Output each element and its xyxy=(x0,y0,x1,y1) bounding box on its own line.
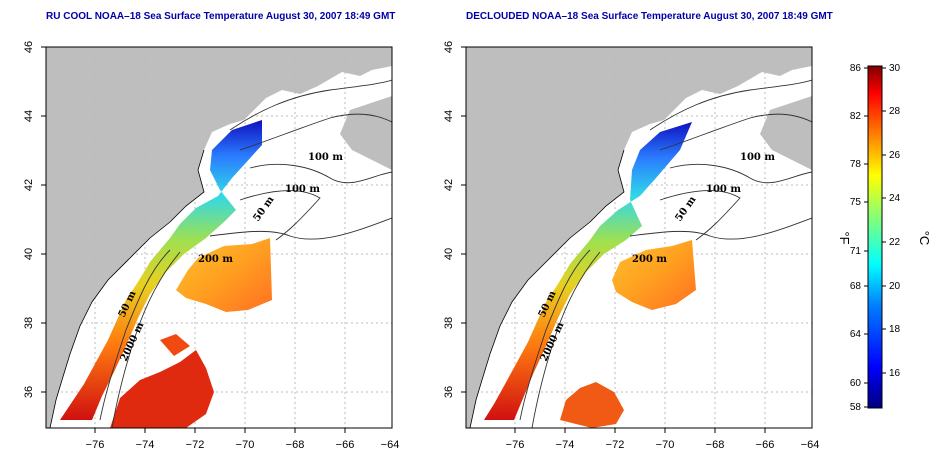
colorbar-f-tick: 60 xyxy=(850,378,862,389)
map-panel-raw: 100 m 100 m 50 m 200 m 50 m 2000 m −76 −… xyxy=(23,41,393,451)
colorbar: 86 82 78 75 71 68 64 60 58 30 28 26 24 2… xyxy=(837,63,932,413)
colorbar-c-tick: 28 xyxy=(889,106,901,117)
panel-title-declouded: DECLOUDED NOAA–18 Sea Surface Temperatur… xyxy=(466,11,833,22)
y-tick-label: 40 xyxy=(443,248,455,260)
colorbar-c-tick: 20 xyxy=(889,281,901,292)
colorbar-c-tick: 16 xyxy=(889,368,901,379)
colorbar-f-tick: 78 xyxy=(850,159,862,170)
contour-label: 100 m xyxy=(706,184,741,195)
colorbar-f-tick: 68 xyxy=(850,281,862,292)
colorbar-c-tick: 24 xyxy=(889,193,901,204)
colorbar-c-tick: 30 xyxy=(889,63,901,74)
map-frame xyxy=(465,46,813,429)
colorbar-fahrenheit-label: °F xyxy=(837,231,852,244)
colorbar-f-tick: 58 xyxy=(850,402,862,413)
colorbar-f-tick: 64 xyxy=(850,329,862,340)
x-tick-label: −70 xyxy=(236,439,255,451)
colorbar-c-tick: 22 xyxy=(889,237,901,248)
y-tick-label: 36 xyxy=(443,386,455,398)
x-tick-label: −76 xyxy=(86,439,105,451)
x-tick-label: −68 xyxy=(706,439,725,451)
colorbar-f-tick: 82 xyxy=(850,111,862,122)
x-tick-label: −76 xyxy=(506,439,525,451)
southern-sst-patches xyxy=(560,382,624,428)
land-mass xyxy=(466,47,812,428)
southern-sst-patches xyxy=(110,350,214,428)
colorbar-f-tick: 86 xyxy=(850,63,862,74)
contour-label: 200 m xyxy=(198,254,233,265)
contour-label: 100 m xyxy=(740,152,775,163)
contour-label: 100 m xyxy=(285,184,320,195)
x-tick-label: −70 xyxy=(656,439,675,451)
y-tick-label: 38 xyxy=(23,317,35,329)
offshore-sst-patch xyxy=(612,240,696,310)
contour-label: 200 m xyxy=(632,254,667,265)
colorbar-c-tick: 26 xyxy=(889,150,901,161)
colorbar-gradient xyxy=(867,65,883,409)
x-tick-label: −72 xyxy=(606,439,625,451)
colorbar-f-tick: 75 xyxy=(850,197,862,208)
sst-swath xyxy=(484,122,692,420)
colorbar-c-tick: 18 xyxy=(889,324,901,335)
panel-title-raw: RU COOL NOAA–18 Sea Surface Temperature … xyxy=(46,11,396,22)
y-tick-label: 40 xyxy=(23,248,35,260)
sst-swath xyxy=(60,120,262,420)
x-tick-label: −68 xyxy=(286,439,305,451)
x-tick-label: −74 xyxy=(556,439,575,451)
colorbar-f-tick: 71 xyxy=(850,246,862,257)
land-mass xyxy=(46,47,392,428)
y-tick-label: 38 xyxy=(443,317,455,329)
map-frame xyxy=(45,46,393,429)
y-tick-label: 46 xyxy=(23,41,35,53)
x-tick-label: −66 xyxy=(756,439,775,451)
x-tick-label: −74 xyxy=(136,439,155,451)
colorbar-celsius-label: °C xyxy=(917,231,932,246)
y-tick-label: 42 xyxy=(23,179,35,191)
map-panel-declouded: 100 m 100 m 50 m 200 m 50 m 2000 m −76 −… xyxy=(443,41,819,451)
x-tick-label: −72 xyxy=(186,439,205,451)
contour-label: 100 m xyxy=(308,152,343,163)
x-tick-label: −64 xyxy=(801,439,820,451)
y-tick-label: 36 xyxy=(23,386,35,398)
offshore-sst-patch xyxy=(176,238,272,312)
x-tick-label: −66 xyxy=(336,439,355,451)
y-tick-label: 42 xyxy=(443,179,455,191)
x-tick-label: −64 xyxy=(381,439,400,451)
y-tick-label: 46 xyxy=(443,41,455,53)
y-tick-label: 44 xyxy=(23,110,35,122)
y-tick-label: 44 xyxy=(443,110,455,122)
